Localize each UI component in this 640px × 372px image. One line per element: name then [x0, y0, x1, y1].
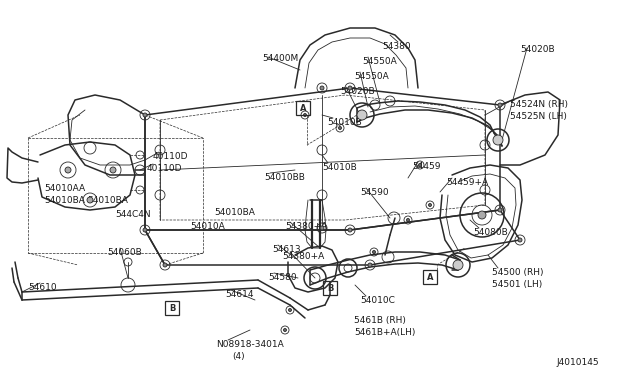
Bar: [28, 138, 203, 253]
Circle shape: [406, 218, 410, 221]
Circle shape: [87, 197, 93, 203]
Circle shape: [498, 103, 502, 107]
Circle shape: [357, 110, 367, 120]
Text: 5461B (RH): 5461B (RH): [354, 316, 406, 325]
Circle shape: [493, 135, 503, 145]
Circle shape: [163, 263, 167, 267]
Text: 54590: 54590: [360, 188, 388, 197]
Circle shape: [368, 263, 372, 267]
Bar: [296, 101, 310, 115]
Circle shape: [419, 164, 422, 167]
Text: 54020B: 54020B: [340, 87, 374, 96]
Circle shape: [339, 126, 342, 129]
Text: 40110D: 40110D: [147, 164, 182, 173]
Circle shape: [518, 238, 522, 242]
Text: 54550A: 54550A: [354, 72, 388, 81]
Text: 54380: 54380: [382, 42, 411, 51]
Text: 54010BA: 54010BA: [214, 208, 255, 217]
Text: 54459: 54459: [412, 162, 440, 171]
Circle shape: [429, 203, 431, 206]
Circle shape: [65, 167, 71, 173]
Text: 54010B: 54010B: [327, 118, 362, 127]
Circle shape: [320, 86, 324, 90]
Text: 54524N (RH): 54524N (RH): [510, 100, 568, 109]
Text: 54400M: 54400M: [262, 54, 298, 63]
Text: 54500 (RH): 54500 (RH): [492, 268, 543, 277]
Text: 54010C: 54010C: [360, 296, 395, 305]
Text: N08918-3401A: N08918-3401A: [216, 340, 284, 349]
Bar: [423, 270, 437, 284]
Text: 54010AA: 54010AA: [44, 184, 85, 193]
Bar: [165, 301, 179, 315]
Circle shape: [478, 211, 486, 219]
Text: A: A: [427, 273, 433, 282]
Circle shape: [498, 208, 502, 212]
Text: 54080B: 54080B: [473, 228, 508, 237]
Circle shape: [284, 328, 287, 331]
Circle shape: [143, 228, 147, 232]
Text: B: B: [327, 284, 333, 293]
Text: 54060B: 54060B: [107, 248, 141, 257]
Circle shape: [320, 226, 324, 230]
Circle shape: [143, 113, 147, 117]
Circle shape: [303, 113, 307, 116]
Text: 54010BA: 54010BA: [44, 196, 85, 205]
Circle shape: [453, 260, 463, 270]
Circle shape: [348, 86, 352, 90]
Text: 54010BB: 54010BB: [264, 173, 305, 182]
Circle shape: [289, 308, 291, 311]
Text: 544C4N: 544C4N: [115, 210, 150, 219]
Text: 54380+A: 54380+A: [282, 252, 324, 261]
Text: (4): (4): [232, 352, 244, 361]
Text: J4010145: J4010145: [556, 358, 598, 367]
Text: 54380+A: 54380+A: [285, 222, 327, 231]
Text: 54501 (LH): 54501 (LH): [492, 280, 542, 289]
Text: 54610: 54610: [28, 283, 56, 292]
Text: 54613: 54613: [272, 245, 301, 254]
Text: 54459+A: 54459+A: [446, 178, 488, 187]
Bar: [323, 281, 337, 295]
Text: B: B: [169, 304, 175, 313]
Text: 54614: 54614: [225, 290, 253, 299]
Text: 54020B: 54020B: [520, 45, 555, 54]
Circle shape: [372, 250, 376, 253]
Text: 54550A: 54550A: [362, 57, 397, 66]
Text: 54010A: 54010A: [190, 222, 225, 231]
Circle shape: [348, 228, 352, 232]
Text: 54580: 54580: [268, 273, 296, 282]
Text: 54525N (LH): 54525N (LH): [510, 112, 567, 121]
Text: 40110D: 40110D: [153, 152, 189, 161]
Text: 54010BA: 54010BA: [87, 196, 128, 205]
Text: 54010B: 54010B: [322, 163, 356, 172]
Text: A: A: [300, 104, 307, 113]
Text: 5461B+A(LH): 5461B+A(LH): [354, 328, 415, 337]
Circle shape: [110, 167, 116, 173]
